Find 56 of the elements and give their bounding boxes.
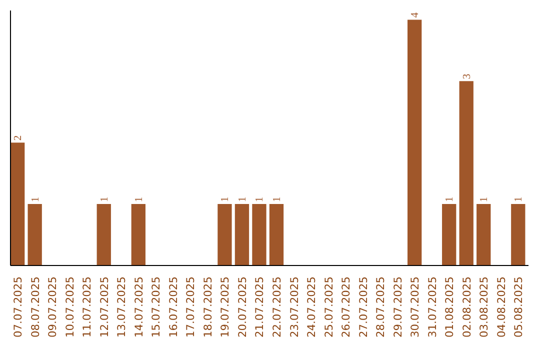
- bar: [408, 20, 422, 266]
- x-tick-label: 14.07.2025: [132, 276, 146, 338]
- x-tick-label: 10.07.2025: [63, 276, 76, 338]
- data-label: 1: [444, 196, 456, 202]
- bar: [218, 204, 232, 266]
- x-tick-label: 25.07.2025: [322, 276, 336, 338]
- x-tick-label: 28.07.2025: [374, 276, 388, 338]
- x-tick-label: 01.08.2025: [443, 276, 456, 338]
- data-label: 1: [30, 196, 42, 202]
- x-tick-label: 16.07.2025: [166, 276, 180, 338]
- bar: [476, 204, 491, 266]
- bar: [131, 204, 146, 266]
- data-label: 1: [514, 196, 525, 202]
- x-tick-label: 02.08.2025: [460, 276, 474, 338]
- x-tick-label: 23.07.2025: [288, 276, 301, 338]
- x-tick-label: 09.07.2025: [46, 276, 60, 338]
- data-label: 4: [410, 12, 422, 18]
- data-label: 1: [272, 196, 283, 202]
- x-tick-label: 29.07.2025: [391, 276, 404, 338]
- x-tick-label: 22.07.2025: [270, 276, 284, 338]
- x-tick-label: 03.08.2025: [478, 276, 491, 338]
- x-tick-label: 20.07.2025: [236, 276, 249, 338]
- data-label: 2: [13, 135, 24, 141]
- bar: [511, 204, 526, 266]
- x-tick-label: 07.07.2025: [12, 276, 25, 338]
- bar: [252, 204, 266, 266]
- data-label: 1: [254, 196, 266, 202]
- x-tick-label: 21.07.2025: [253, 276, 266, 338]
- x-tick-label: 27.07.2025: [356, 276, 370, 338]
- x-tick-label: 11.07.2025: [80, 276, 94, 338]
- bar: [28, 204, 42, 266]
- x-tick-label: 24.07.2025: [305, 276, 318, 338]
- bar: [10, 142, 25, 266]
- x-tick-label: 30.07.2025: [408, 276, 422, 338]
- x-tick-label: 13.07.2025: [115, 276, 128, 338]
- x-tick-label: 08.07.2025: [28, 276, 42, 338]
- bar: [442, 204, 456, 266]
- x-tick-label: 04.08.2025: [494, 276, 508, 338]
- x-tick-label: 05.08.2025: [512, 276, 526, 338]
- data-label: 1: [134, 196, 145, 202]
- x-tick-label: 18.07.2025: [201, 276, 214, 338]
- bar: [269, 204, 284, 266]
- data-label: 1: [479, 196, 490, 202]
- x-tick-label: 12.07.2025: [98, 276, 111, 338]
- data-label: 1: [99, 196, 110, 202]
- bar: [234, 204, 250, 266]
- x-tick-label: 15.07.2025: [150, 276, 163, 338]
- x-tick-label: 26.07.2025: [340, 276, 353, 338]
- x-tick-label: 19.07.2025: [218, 276, 232, 338]
- data-label: 3: [462, 74, 473, 80]
- x-tick-label: 31.07.2025: [426, 276, 439, 338]
- data-label: 1: [220, 196, 232, 202]
- x-tick-label: 17.07.2025: [184, 276, 198, 338]
- bar: [96, 204, 111, 266]
- bar: [459, 81, 474, 266]
- data-label: 1: [237, 196, 248, 202]
